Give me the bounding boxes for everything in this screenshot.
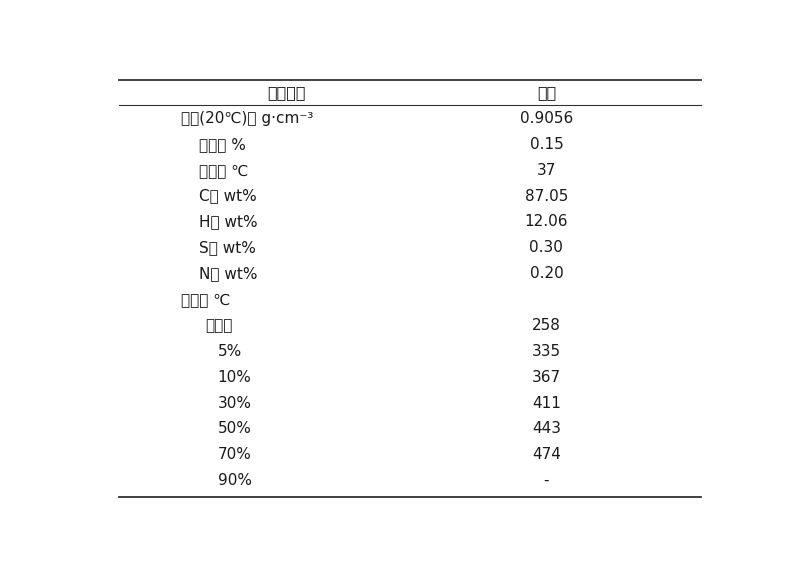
Text: 凝点， ℃: 凝点， ℃ xyxy=(199,163,249,178)
Text: N， wt%: N， wt% xyxy=(199,266,258,281)
Text: 50%: 50% xyxy=(218,422,252,436)
Text: 数据: 数据 xyxy=(537,85,556,100)
Text: 0.9056: 0.9056 xyxy=(520,111,573,126)
Text: 474: 474 xyxy=(532,447,561,462)
Text: 70%: 70% xyxy=(218,447,252,462)
Text: 5%: 5% xyxy=(218,344,242,359)
Text: 0.20: 0.20 xyxy=(530,266,563,281)
Text: 90%: 90% xyxy=(218,473,252,488)
Text: 335: 335 xyxy=(532,344,561,359)
Text: 密度(20℃)， g·cm⁻³: 密度(20℃)， g·cm⁻³ xyxy=(181,111,313,126)
Text: 258: 258 xyxy=(532,318,561,333)
Text: 443: 443 xyxy=(532,422,561,436)
Text: 367: 367 xyxy=(532,370,561,385)
Text: 30%: 30% xyxy=(218,396,252,410)
Text: 0.30: 0.30 xyxy=(530,240,563,255)
Text: 初馏点: 初馏点 xyxy=(206,318,233,333)
Text: C， wt%: C， wt% xyxy=(199,189,257,203)
Text: S， wt%: S， wt% xyxy=(199,240,256,255)
Text: 0.15: 0.15 xyxy=(530,137,563,152)
Text: H， wt%: H， wt% xyxy=(199,215,258,229)
Text: 12.06: 12.06 xyxy=(525,215,568,229)
Text: 馏程， ℃: 馏程， ℃ xyxy=(181,292,230,307)
Text: 37: 37 xyxy=(537,163,556,178)
Text: 分析项目: 分析项目 xyxy=(266,85,306,100)
Text: -: - xyxy=(544,473,549,488)
Text: 10%: 10% xyxy=(218,370,252,385)
Text: 残炭， %: 残炭， % xyxy=(199,137,246,152)
Text: 411: 411 xyxy=(532,396,561,410)
Text: 87.05: 87.05 xyxy=(525,189,568,203)
